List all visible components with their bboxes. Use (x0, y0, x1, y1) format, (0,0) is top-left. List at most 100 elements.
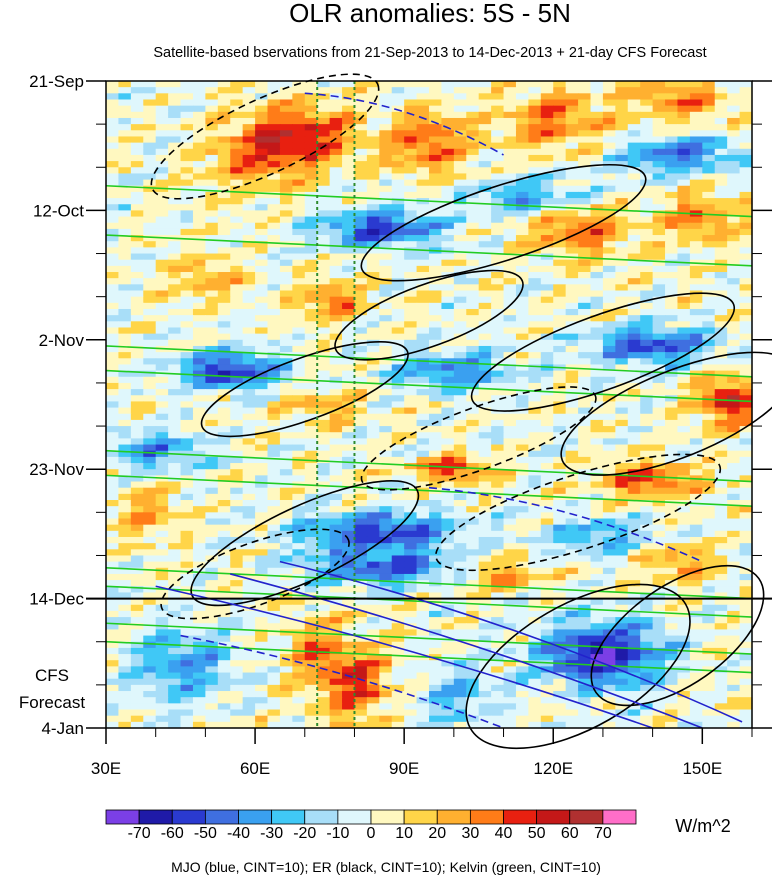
heatmap-cell (242, 272, 256, 279)
heatmap-cell (702, 654, 716, 661)
heatmap-cell (528, 198, 542, 205)
heatmap-cell (106, 481, 120, 489)
heatmap-cell (192, 235, 206, 242)
heatmap-cell (404, 265, 418, 273)
heatmap-cell (478, 450, 492, 458)
heatmap-cell (155, 487, 169, 495)
heatmap-cell (192, 265, 206, 273)
heatmap-cell (453, 512, 467, 520)
heatmap-cell (354, 592, 368, 600)
heatmap-cell (391, 518, 405, 526)
heatmap-cell (590, 530, 604, 538)
heatmap-cell (478, 130, 492, 138)
heatmap-cell (453, 167, 467, 175)
heatmap-cell (329, 278, 343, 285)
heatmap-cell (627, 204, 641, 211)
heatmap-cell (441, 333, 455, 341)
heatmap-cell (106, 173, 120, 181)
heatmap-cell (491, 191, 505, 199)
heatmap-cell (665, 278, 679, 285)
heatmap-cell (702, 617, 716, 624)
heatmap-cell (130, 210, 144, 218)
heatmap-cell (714, 253, 728, 261)
heatmap-cell (205, 352, 219, 359)
heatmap-cell (466, 610, 480, 618)
heatmap-cell (391, 463, 405, 470)
heatmap-cell (640, 438, 654, 446)
heatmap-cell (627, 450, 641, 458)
heatmap-cell (553, 296, 567, 304)
heatmap-cell (143, 302, 157, 310)
heatmap-cell (503, 161, 517, 168)
heatmap-cell (540, 463, 554, 470)
heatmap-cell (515, 81, 529, 88)
heatmap-cell (652, 167, 666, 175)
heatmap-cell (329, 419, 343, 427)
heatmap-cell (267, 555, 281, 563)
heatmap-cell (627, 500, 641, 507)
heatmap-cell (515, 308, 529, 316)
heatmap-cell (404, 370, 418, 378)
heatmap-cell (466, 426, 480, 433)
heatmap-cell (627, 130, 641, 138)
heatmap-cell (478, 333, 492, 341)
heatmap-cell (155, 549, 169, 557)
heatmap-cell (342, 666, 356, 674)
heatmap-cell (503, 296, 517, 304)
heatmap-cell (441, 93, 455, 101)
heatmap-cell (106, 339, 120, 347)
heatmap-cell (515, 130, 529, 138)
heatmap-cell (205, 389, 219, 396)
heatmap-cell (453, 185, 467, 193)
heatmap-cell (429, 623, 443, 631)
heatmap-cell (267, 87, 281, 94)
heatmap-cell (143, 506, 157, 513)
heatmap-cell (466, 432, 480, 439)
heatmap-cell (478, 222, 492, 230)
heatmap-cell (205, 81, 219, 88)
heatmap-cell (230, 395, 244, 403)
heatmap-cell (540, 130, 554, 138)
heatmap-cell (329, 253, 343, 261)
heatmap-cell (217, 530, 231, 538)
heatmap-cell (342, 549, 356, 557)
heatmap-cell (391, 136, 405, 144)
heatmap-cell (590, 450, 604, 458)
heatmap-cell (168, 666, 182, 674)
heatmap-cell (627, 161, 641, 168)
heatmap-cell (304, 413, 318, 421)
heatmap-cell (366, 444, 380, 452)
heatmap-cell (453, 296, 467, 304)
heatmap-cell (478, 487, 492, 495)
heatmap-cell (366, 623, 380, 631)
heatmap-cell (739, 241, 753, 248)
heatmap-cell (677, 456, 691, 464)
heatmap-cell (205, 647, 219, 655)
heatmap-cell (279, 623, 293, 631)
heatmap-cell (180, 580, 194, 587)
heatmap-cell (342, 124, 356, 131)
heatmap-cell (106, 321, 120, 329)
heatmap-cell (267, 302, 281, 310)
heatmap-cell (255, 524, 269, 532)
heatmap-cell (366, 136, 380, 144)
heatmap-cell (478, 154, 492, 162)
heatmap-cell (453, 389, 467, 396)
heatmap-cell (168, 561, 182, 569)
heatmap-cell (540, 623, 554, 631)
heatmap-cell (553, 561, 567, 569)
heatmap-cell (379, 81, 393, 88)
heatmap-cell (714, 198, 728, 205)
heatmap-cell (503, 290, 517, 298)
heatmap-cell (665, 222, 679, 230)
heatmap-cell (540, 105, 554, 113)
heatmap-cell (590, 543, 604, 550)
heatmap-cell (727, 654, 741, 661)
heatmap-cell (404, 543, 418, 550)
heatmap-cell (130, 136, 144, 144)
heatmap-cell (677, 487, 691, 495)
heatmap-cell (205, 228, 219, 236)
heatmap-cell (615, 376, 629, 384)
heatmap-cell (106, 567, 120, 575)
heatmap-cell (279, 228, 293, 236)
